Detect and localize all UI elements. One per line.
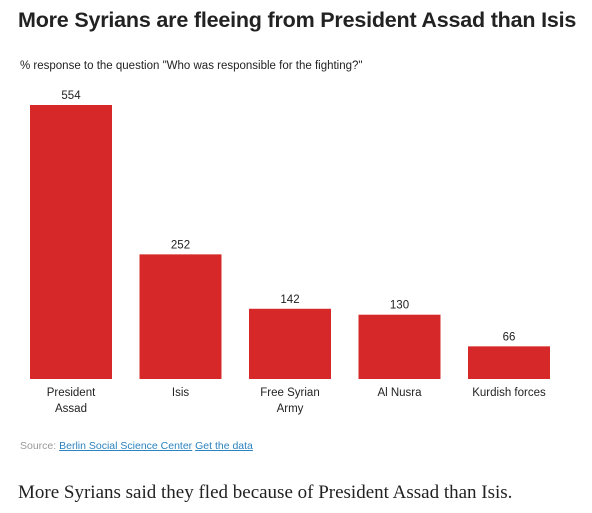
category-label: Kurdish forces	[472, 387, 546, 399]
bar-value-label: 554	[61, 90, 81, 102]
category-label: President Assad	[47, 387, 96, 415]
bar	[249, 308, 331, 379]
bar-value-label: 66	[503, 331, 516, 343]
bar-chart: 554 President Assad 252 Isis 142 Free Syrian Ar…	[30, 90, 550, 415]
article-caption: More Syrians said they fled because of P…	[18, 482, 513, 503]
source-prefix: Source:	[20, 440, 57, 452]
bar	[139, 254, 222, 379]
bar-value-label: 142	[280, 294, 299, 306]
category-label: Isis	[172, 387, 190, 399]
get-data-link[interactable]: Get the data	[195, 440, 253, 452]
category-label: Al Nusra	[377, 387, 422, 399]
chart-subtitle: % response to the question "Who was resp…	[20, 60, 363, 72]
source-link[interactable]: Berlin Social Science Center	[59, 440, 193, 452]
category-label: Free Syrian Army	[260, 387, 319, 415]
source-line: Source: Berlin Social Science Center Get…	[20, 440, 253, 452]
bar	[358, 314, 441, 379]
chart-title: More Syrians are fleeing from President …	[18, 8, 577, 32]
bar-value-label: 252	[171, 239, 190, 251]
bar-value-label: 130	[390, 300, 409, 312]
bar	[468, 346, 550, 379]
bar	[30, 105, 112, 379]
